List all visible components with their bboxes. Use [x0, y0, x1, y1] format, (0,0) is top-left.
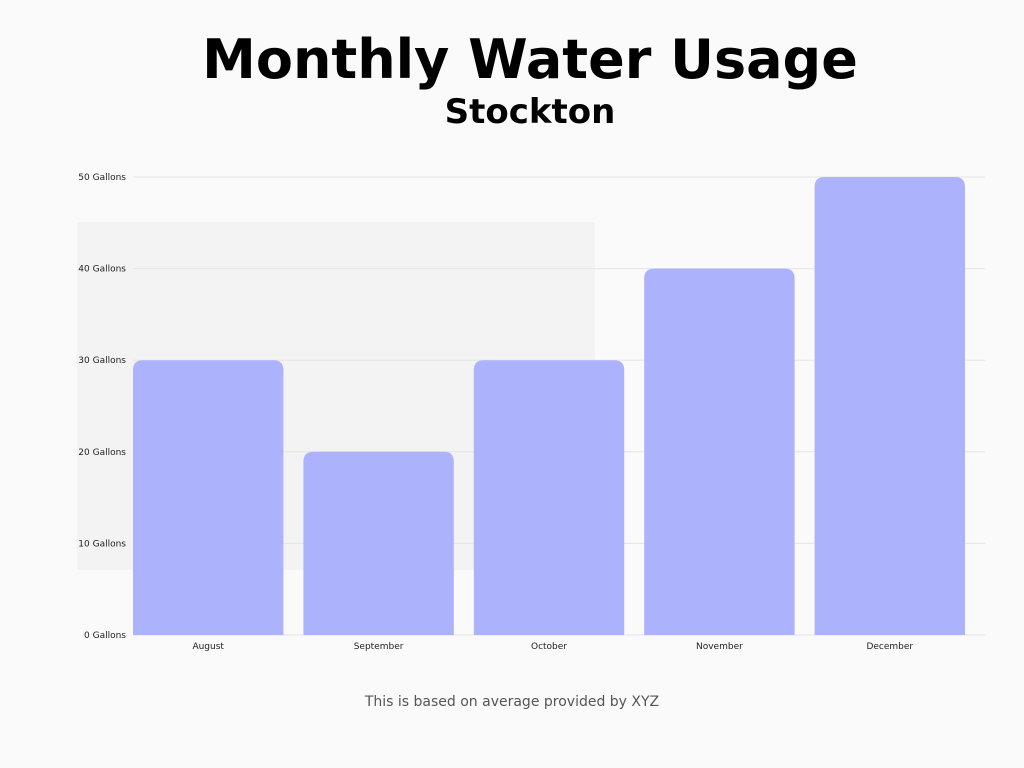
y-tick-label: 30 Gallons	[78, 356, 126, 366]
x-tick-label: October	[531, 642, 567, 652]
footnote: This is based on average provided by XYZ	[364, 694, 659, 710]
bar-november	[644, 268, 795, 635]
x-axis-tick-labels: August September October November December	[192, 642, 913, 652]
bar-december	[814, 177, 965, 635]
bar-september	[303, 451, 454, 635]
bars	[133, 177, 965, 635]
chart-title: Monthly Water Usage	[202, 28, 858, 91]
y-tick-label: 10 Gallons	[78, 539, 126, 549]
bar-october	[473, 360, 625, 635]
y-tick-label: 40 Gallons	[78, 265, 126, 275]
y-axis-tick-labels: 0 Gallons 10 Gallons 20 Gallons 30 Gallons 4…	[78, 173, 126, 641]
chart-subtitle: Stockton	[445, 92, 616, 132]
x-tick-label: December	[866, 642, 913, 652]
x-tick-label: August	[192, 642, 224, 652]
x-tick-label: November	[696, 642, 743, 652]
y-tick-label: 20 Gallons	[78, 448, 126, 458]
y-tick-label: 0 Gallons	[84, 631, 126, 641]
bar-august	[133, 360, 284, 635]
x-tick-label: September	[354, 642, 404, 652]
y-tick-label: 50 Gallons	[78, 173, 126, 183]
